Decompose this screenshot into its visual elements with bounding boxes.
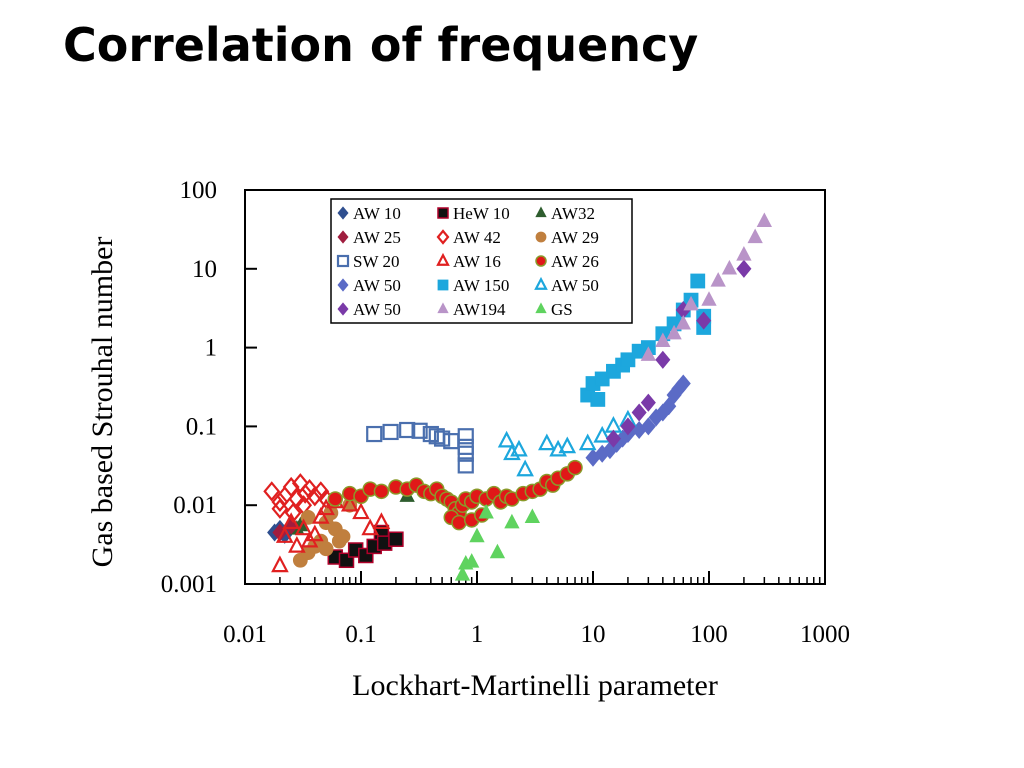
series-13 bbox=[641, 213, 771, 360]
legend-marker bbox=[536, 232, 546, 242]
x-tick-label: 0.01 bbox=[223, 621, 267, 648]
data-point bbox=[641, 394, 655, 411]
data-point bbox=[452, 516, 466, 530]
y-tick-label: 0.1 bbox=[186, 413, 217, 440]
y-tick-label: 0.01 bbox=[173, 492, 217, 519]
scatter-chart: 0.01 0.1 1 10 100 10000.0010.010.1110100 AW 1… bbox=[0, 0, 1024, 768]
data-point bbox=[273, 558, 287, 571]
data-point bbox=[581, 436, 595, 449]
legend-label: AW 50 bbox=[551, 276, 599, 295]
data-point bbox=[336, 530, 350, 544]
data-point bbox=[459, 429, 473, 443]
data-point bbox=[490, 545, 504, 558]
data-point bbox=[722, 261, 736, 274]
data-point bbox=[702, 292, 716, 305]
legend-label: AW 150 bbox=[453, 276, 509, 295]
y-tick-label: 1 bbox=[205, 335, 218, 362]
legend-label: AW 42 bbox=[453, 228, 501, 247]
data-point bbox=[757, 213, 771, 226]
x-tick-label: 100 bbox=[690, 621, 728, 648]
data-point bbox=[560, 439, 574, 452]
x-axis-label: Lockhart-Martinelli parameter bbox=[352, 669, 718, 702]
data-point bbox=[737, 247, 751, 260]
x-tick-label: 0.1 bbox=[345, 621, 376, 648]
legend-label: SW 20 bbox=[353, 252, 399, 271]
x-tick-label: 10 bbox=[581, 621, 606, 648]
x-tick-label: 1000 bbox=[800, 621, 850, 648]
data-point bbox=[737, 260, 751, 277]
legend-label: AW 10 bbox=[353, 204, 401, 223]
data-point bbox=[470, 529, 484, 542]
data-point bbox=[389, 532, 403, 546]
legend-marker bbox=[438, 208, 448, 218]
data-point bbox=[505, 515, 519, 528]
y-tick-label: 100 bbox=[180, 177, 218, 204]
data-point bbox=[540, 436, 554, 449]
legend-label: AW 16 bbox=[453, 252, 501, 271]
data-point bbox=[591, 392, 605, 406]
legend-label: AW 26 bbox=[551, 252, 599, 271]
series-9 bbox=[586, 375, 690, 466]
data-point bbox=[691, 274, 705, 288]
data-point bbox=[748, 229, 762, 242]
data-point bbox=[518, 462, 532, 475]
series-8 bbox=[328, 461, 582, 530]
data-point bbox=[525, 509, 539, 522]
data-point bbox=[384, 425, 398, 439]
data-point bbox=[374, 484, 388, 498]
legend-label: AW194 bbox=[453, 300, 506, 319]
legend-label: GS bbox=[551, 300, 573, 319]
legend-label: AW 29 bbox=[551, 228, 599, 247]
legend-marker bbox=[536, 256, 546, 266]
series-6 bbox=[367, 423, 473, 472]
y-tick-label: 0.001 bbox=[161, 571, 217, 598]
legend-label: AW 50 bbox=[353, 276, 401, 295]
legend-label: AW 25 bbox=[353, 228, 401, 247]
data-point bbox=[711, 273, 725, 286]
y-axis-label: Gas based Strouhal number bbox=[86, 237, 119, 568]
data-point bbox=[632, 404, 646, 421]
data-point bbox=[367, 427, 381, 441]
data-point bbox=[328, 492, 342, 506]
legend: AW 10 HeW 10 AW32 AW 25 AW 42 AW 29 SW 20 AW 16… bbox=[331, 199, 632, 323]
y-tick-label: 10 bbox=[192, 256, 217, 283]
legend-label: AW 50 bbox=[353, 300, 401, 319]
x-tick-label: 1 bbox=[471, 621, 484, 648]
data-point bbox=[656, 351, 670, 368]
data-point bbox=[319, 542, 333, 556]
legend-label: AW32 bbox=[551, 204, 595, 223]
data-point bbox=[568, 461, 582, 475]
legend-label: HeW 10 bbox=[453, 204, 510, 223]
legend-marker bbox=[438, 280, 448, 290]
